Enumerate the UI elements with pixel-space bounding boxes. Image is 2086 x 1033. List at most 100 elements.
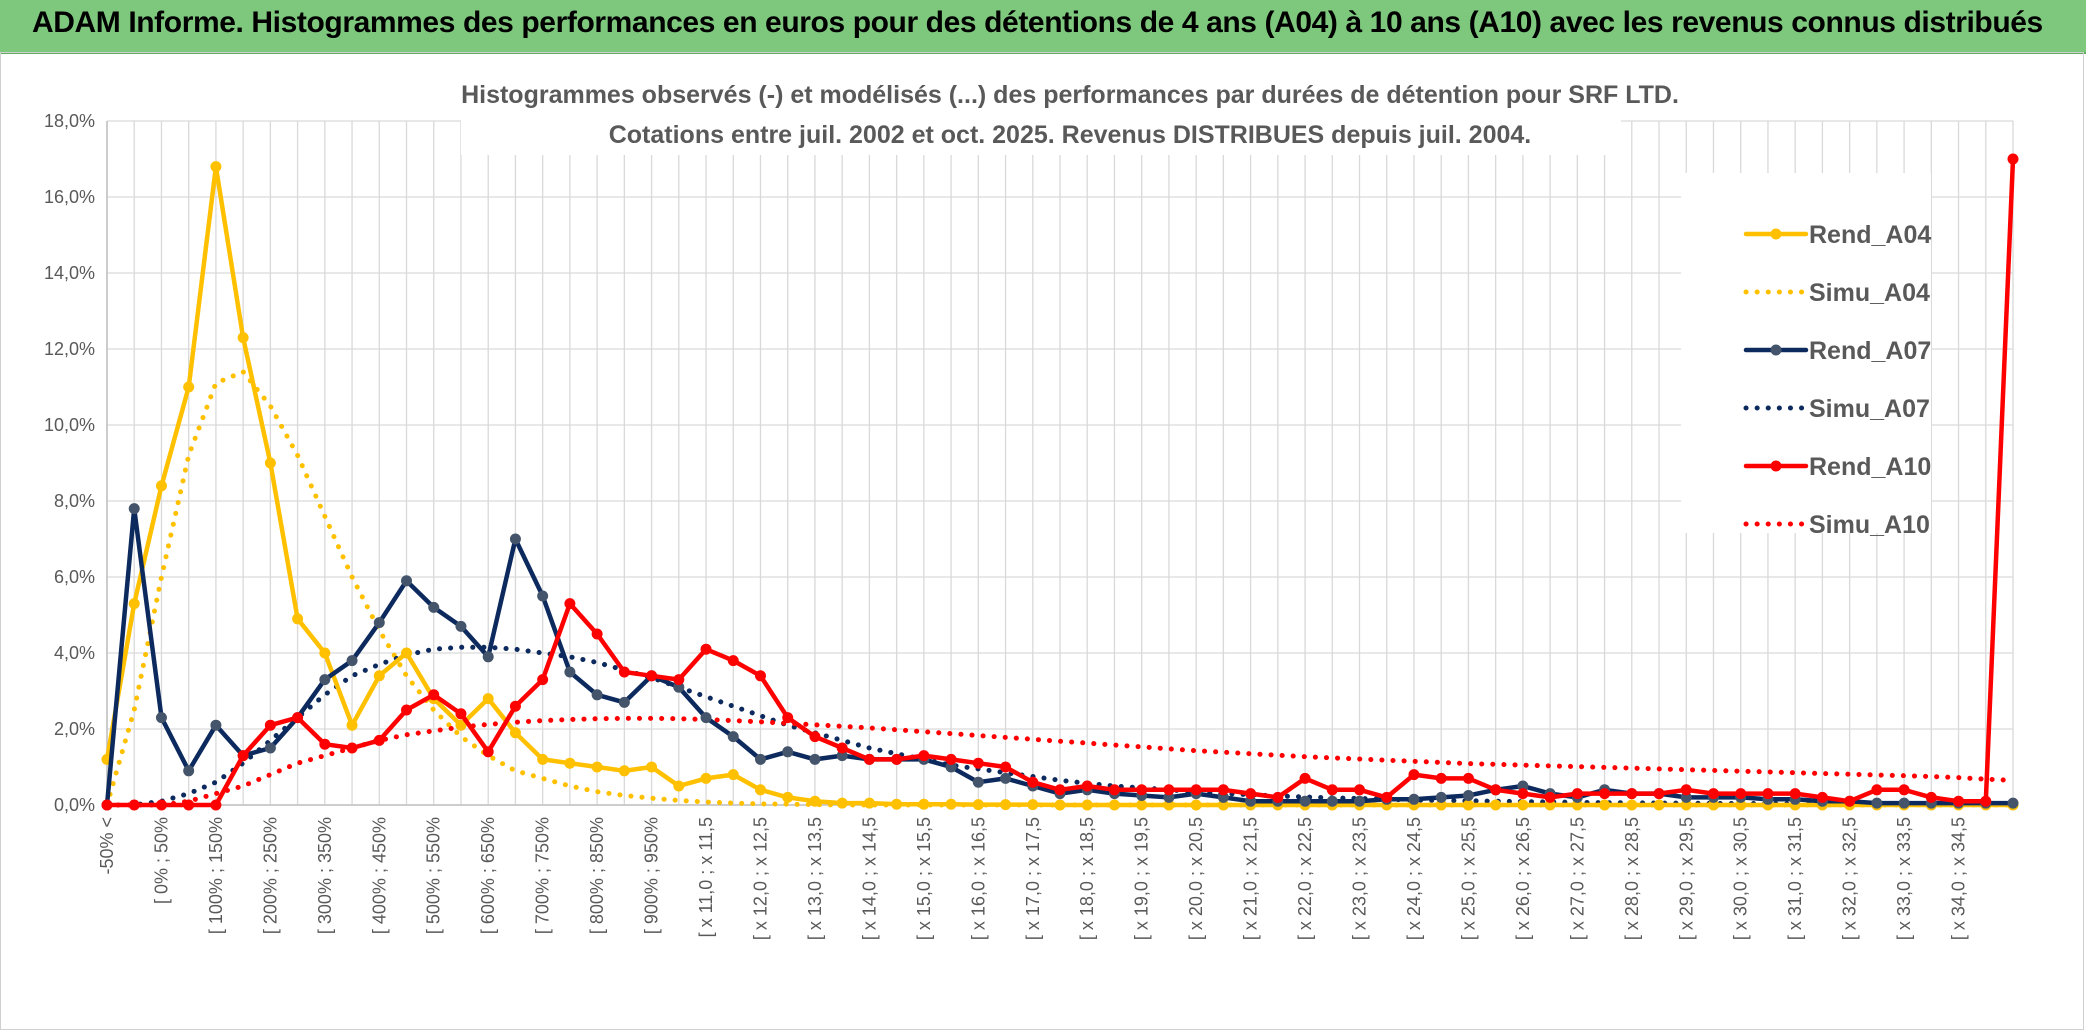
legend-marker bbox=[1770, 228, 1782, 240]
data-point bbox=[918, 798, 930, 810]
data-point bbox=[2007, 153, 2019, 165]
report-banner: ADAM Informe. Histogrammes des performan… bbox=[0, 0, 2086, 54]
data-point bbox=[346, 719, 358, 731]
line-chart: 0,0% 2,0% 4,0% 6,0% 8,0% 10,0% 12,0% 14,0% 16,0%… bbox=[44, 77, 2019, 940]
data-point bbox=[754, 753, 766, 765]
data-point bbox=[1462, 772, 1474, 784]
data-point bbox=[537, 753, 549, 765]
x-tick-label: [ 800% ; 850% bbox=[587, 817, 607, 934]
data-point bbox=[264, 719, 276, 731]
data-point bbox=[292, 613, 304, 625]
x-tick-label: [ x 15,0 ; x 15,5 bbox=[914, 817, 934, 940]
x-tick-label: [ x 21,0 ; x 21,5 bbox=[1241, 817, 1261, 940]
data-point bbox=[1381, 791, 1393, 803]
data-point bbox=[700, 772, 712, 784]
data-point bbox=[1789, 788, 1801, 800]
data-point bbox=[591, 689, 603, 701]
data-point bbox=[972, 799, 984, 811]
data-point bbox=[1326, 795, 1338, 807]
report-title: ADAM Informe. Histogrammes des performan… bbox=[32, 6, 2043, 39]
data-point bbox=[373, 670, 385, 682]
x-tick-label: [ x 23,0 ; x 23,5 bbox=[1350, 817, 1370, 940]
legend-label: Rend_A10 bbox=[1809, 453, 1931, 481]
legend-label: Simu_A10 bbox=[1809, 511, 1930, 539]
x-tick-label: -50% < bbox=[97, 817, 117, 875]
x-tick-label: [ 300% ; 350% bbox=[315, 817, 335, 934]
data-point bbox=[210, 719, 222, 731]
y-tick-label: 4,0% bbox=[54, 643, 95, 663]
data-point bbox=[1599, 788, 1611, 800]
data-point bbox=[455, 708, 467, 720]
data-point bbox=[700, 712, 712, 724]
data-point bbox=[428, 689, 440, 701]
data-point bbox=[1762, 788, 1774, 800]
data-point bbox=[373, 617, 385, 629]
data-point bbox=[1599, 799, 1611, 811]
x-tick-label: [ 500% ; 550% bbox=[424, 817, 444, 934]
data-point bbox=[482, 693, 494, 705]
data-point bbox=[1354, 784, 1366, 796]
data-point bbox=[646, 670, 658, 682]
data-point bbox=[155, 799, 167, 811]
data-point bbox=[1707, 788, 1719, 800]
x-tick-label: [ 0% ; 50% bbox=[151, 817, 171, 904]
data-point bbox=[1081, 799, 1093, 811]
data-point bbox=[428, 601, 440, 613]
data-point bbox=[1027, 799, 1039, 811]
x-tick-label: [ x 32,0 ; x 32,5 bbox=[1840, 817, 1860, 940]
data-point bbox=[401, 704, 413, 716]
data-point bbox=[101, 799, 113, 811]
data-point bbox=[346, 742, 358, 754]
chart-title-line1: Histogrammes observés (-) et modélisés (… bbox=[461, 81, 1679, 109]
y-tick-label: 2,0% bbox=[54, 719, 95, 739]
data-point bbox=[782, 712, 794, 724]
data-point bbox=[673, 674, 685, 686]
data-point bbox=[1816, 791, 1828, 803]
data-point bbox=[537, 674, 549, 686]
data-point bbox=[945, 753, 957, 765]
data-point bbox=[809, 753, 821, 765]
data-point bbox=[1190, 799, 1202, 811]
data-point bbox=[1462, 790, 1474, 801]
data-point bbox=[183, 381, 195, 393]
data-point bbox=[1517, 799, 1529, 811]
data-point bbox=[591, 628, 603, 640]
data-point bbox=[1925, 791, 1937, 803]
x-tick-label: [ 700% ; 750% bbox=[533, 817, 553, 934]
data-point bbox=[264, 742, 276, 754]
data-point bbox=[1435, 772, 1447, 784]
legend-label: Simu_A04 bbox=[1809, 279, 1930, 307]
data-point bbox=[128, 598, 140, 610]
data-point bbox=[1490, 799, 1502, 811]
data-point bbox=[373, 734, 385, 746]
data-point bbox=[700, 643, 712, 655]
data-point bbox=[1517, 788, 1529, 800]
data-point bbox=[183, 765, 195, 777]
data-point bbox=[1081, 780, 1093, 792]
x-tick-label: [ x 29,0 ; x 29,5 bbox=[1676, 817, 1696, 940]
data-point bbox=[863, 753, 875, 765]
data-point bbox=[1217, 784, 1229, 796]
data-point bbox=[1653, 788, 1665, 800]
data-point bbox=[972, 757, 984, 769]
x-tick-label: [ x 24,0 ; x 24,5 bbox=[1404, 817, 1424, 940]
data-point bbox=[1108, 799, 1120, 811]
data-point bbox=[210, 161, 222, 173]
legend-label: Rend_A04 bbox=[1809, 221, 1931, 249]
data-point bbox=[1245, 788, 1257, 800]
data-point bbox=[1408, 769, 1420, 781]
data-point bbox=[1953, 795, 1965, 807]
data-point bbox=[1980, 795, 1992, 807]
x-tick-label: [ x 26,0 ; x 26,5 bbox=[1513, 817, 1533, 940]
data-point bbox=[1354, 795, 1366, 807]
data-point bbox=[1735, 788, 1747, 800]
data-point bbox=[155, 480, 167, 492]
chart-title-background bbox=[461, 77, 1621, 155]
data-point bbox=[1408, 793, 1420, 805]
data-point bbox=[1871, 797, 1883, 809]
data-point bbox=[455, 620, 467, 632]
data-point bbox=[1435, 791, 1447, 803]
data-point bbox=[918, 750, 930, 762]
data-point bbox=[537, 590, 549, 602]
data-point bbox=[945, 798, 957, 810]
